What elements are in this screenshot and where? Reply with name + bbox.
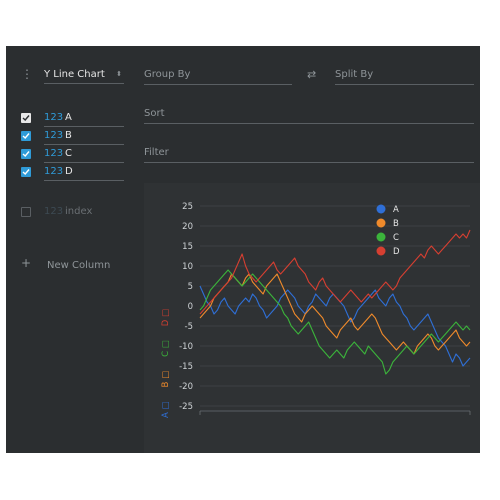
vertical-legend-item: B □ <box>161 371 171 388</box>
column-name: B <box>65 130 72 141</box>
series-line-c <box>199 269 471 375</box>
column-name: D <box>65 166 73 177</box>
split-by-label: Split By <box>335 69 374 80</box>
split-by-field[interactable]: Split By <box>335 64 474 85</box>
column-type: 123 <box>44 130 64 141</box>
column-type: 123 <box>44 148 64 159</box>
vertical-series-legend: A □ B □ C □ D □ <box>161 309 171 418</box>
swap-icon[interactable]: ⇄ <box>307 68 317 81</box>
vertical-legend-item: A □ <box>161 401 171 418</box>
new-column-button[interactable]: + New Column <box>6 256 144 274</box>
column-type: 123 <box>44 206 64 217</box>
legend-label-c: C <box>393 233 399 243</box>
checkbox[interactable] <box>21 113 31 123</box>
menu-dots-icon[interactable]: ⋮ <box>21 67 33 81</box>
divider <box>44 180 124 181</box>
column-row-a[interactable]: 123 A <box>6 109 144 127</box>
perspective-viewer: ⋮ Y Line Chart ⬍ 123 A 123 B 123 <box>6 46 480 453</box>
divider <box>44 144 124 145</box>
vertical-legend-item: D □ <box>161 309 171 326</box>
legend-label-b: B <box>393 219 399 229</box>
group-by-label: Group By <box>144 69 191 80</box>
divider <box>44 126 124 127</box>
checkbox[interactable] <box>21 167 31 177</box>
group-by-field[interactable]: Group By <box>144 64 292 85</box>
series-line-b <box>199 273 471 355</box>
sort-label: Sort <box>144 108 165 119</box>
y-tick-label: -15 <box>179 362 193 372</box>
checkbox[interactable] <box>21 149 31 159</box>
chevron-updown-icon: ⬍ <box>116 70 122 78</box>
plugin-select[interactable]: Y Line Chart ⬍ <box>44 65 124 84</box>
checkbox[interactable] <box>21 131 31 141</box>
column-sidebar: ⋮ Y Line Chart ⬍ 123 A 123 B 123 <box>6 46 144 453</box>
line-chart: 25 20 15 10 5 0 -5 -10 -15 -20 -25 A B C D A □ B □ C □ D □ <box>144 183 480 453</box>
plus-icon: + <box>21 256 32 270</box>
y-tick-label: 5 <box>188 282 193 292</box>
legend-marker-d <box>376 246 386 256</box>
legend-marker-c <box>376 232 386 242</box>
y-tick-label: -20 <box>179 382 193 392</box>
y-tick-label: 10 <box>182 262 193 272</box>
check-icon <box>22 115 30 122</box>
check-icon <box>22 133 30 140</box>
legend-marker-a <box>376 204 386 214</box>
checkbox[interactable] <box>21 207 31 217</box>
vertical-legend-item: C □ <box>161 340 171 357</box>
divider <box>44 162 124 163</box>
y-tick-label: -25 <box>179 402 193 412</box>
new-column-label: New Column <box>47 260 111 271</box>
column-row-b[interactable]: 123 B <box>6 127 144 145</box>
column-type: 123 <box>44 166 64 177</box>
filter-label: Filter <box>144 147 169 158</box>
legend-label-a: A <box>393 205 399 215</box>
y-tick-label: 25 <box>182 202 193 212</box>
plugin-select-value: Y Line Chart <box>44 69 105 80</box>
y-tick-label: -10 <box>179 342 193 352</box>
column-name: C <box>65 148 72 159</box>
column-name: A <box>65 112 72 123</box>
column-row-c[interactable]: 123 C <box>6 145 144 163</box>
filter-field[interactable]: Filter <box>144 142 474 163</box>
y-tick-label: 0 <box>188 302 193 312</box>
check-icon <box>22 151 30 158</box>
column-row-d[interactable]: 123 D <box>6 163 144 181</box>
legend-label-d: D <box>393 247 400 257</box>
y-tick-label: 15 <box>182 242 193 252</box>
column-type: 123 <box>44 112 64 123</box>
y-tick-label: -5 <box>185 322 193 332</box>
sort-field[interactable]: Sort <box>144 103 474 124</box>
legend-marker-b <box>376 218 386 228</box>
check-icon <box>22 169 30 176</box>
column-name: index <box>65 206 93 217</box>
column-row-index[interactable]: 123 index <box>6 203 144 221</box>
series-line-d <box>199 229 471 315</box>
y-tick-label: 20 <box>182 222 193 232</box>
